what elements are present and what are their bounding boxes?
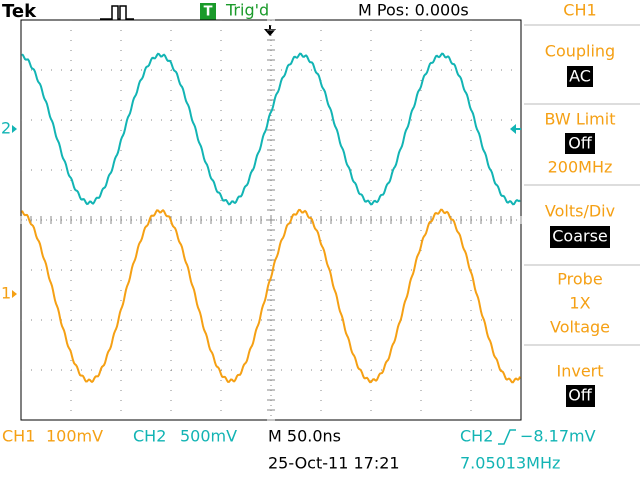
ch2-scale: 500mV — [180, 427, 237, 446]
trigger-level-marker — [510, 124, 521, 134]
trigger-source: CH2 — [460, 427, 493, 446]
menu-value[interactable]: Off — [568, 134, 593, 153]
frequency: 7.05013MHz — [460, 454, 560, 473]
menu-value-box — [565, 133, 595, 154]
graticule — [20, 19, 522, 421]
trigger-icon — [100, 5, 134, 20]
menu-line: Voltage — [550, 318, 610, 337]
ch1-waveform — [21, 208, 521, 384]
menu-note: 200MHz — [548, 158, 613, 177]
menu-label[interactable]: Invert — [556, 362, 603, 381]
menu-value-box — [550, 226, 610, 248]
menu-value[interactable]: AC — [569, 67, 591, 86]
ch1-marker-arrow — [12, 290, 17, 298]
ch2-label: CH2 — [133, 427, 166, 446]
datetime: 25-Oct-11 17:21 — [268, 454, 400, 473]
trigger-status: Trig'd — [225, 1, 269, 20]
menu-line: 1X — [569, 294, 590, 313]
m-pos: M Pos: 0.000s — [358, 1, 469, 20]
side-menu: Coupling AC BW Limit Off 200MHz Volts/Di… — [524, 24, 640, 407]
menu-title: CH1 — [563, 1, 596, 20]
menu-label[interactable]: BW Limit — [545, 110, 616, 129]
trigger-level: −8.17mV — [520, 427, 596, 446]
timebase: M 50.0ns — [268, 427, 341, 446]
menu-label[interactable]: Coupling — [545, 42, 615, 61]
ch1-scale: 100mV — [46, 427, 103, 446]
ch1-label: CH1 — [2, 427, 35, 446]
menu-label[interactable]: Probe — [557, 270, 602, 289]
ch1-marker: 1 — [1, 284, 11, 303]
menu-value[interactable]: Off — [568, 386, 593, 405]
menu-value-box — [567, 66, 593, 87]
trigger-badge: T — [204, 5, 213, 20]
trigger-badge-box — [200, 3, 216, 20]
brand: Tek — [2, 1, 37, 22]
ch2-waveform — [21, 52, 521, 206]
menu-label[interactable]: Volts/Div — [545, 202, 615, 221]
menu-value[interactable]: Coarse — [552, 227, 608, 246]
menu-value-box — [566, 385, 595, 407]
trigger-slope-icon — [498, 429, 516, 445]
ch2-marker: 2 — [1, 119, 11, 138]
ch2-marker-arrow — [12, 125, 17, 133]
